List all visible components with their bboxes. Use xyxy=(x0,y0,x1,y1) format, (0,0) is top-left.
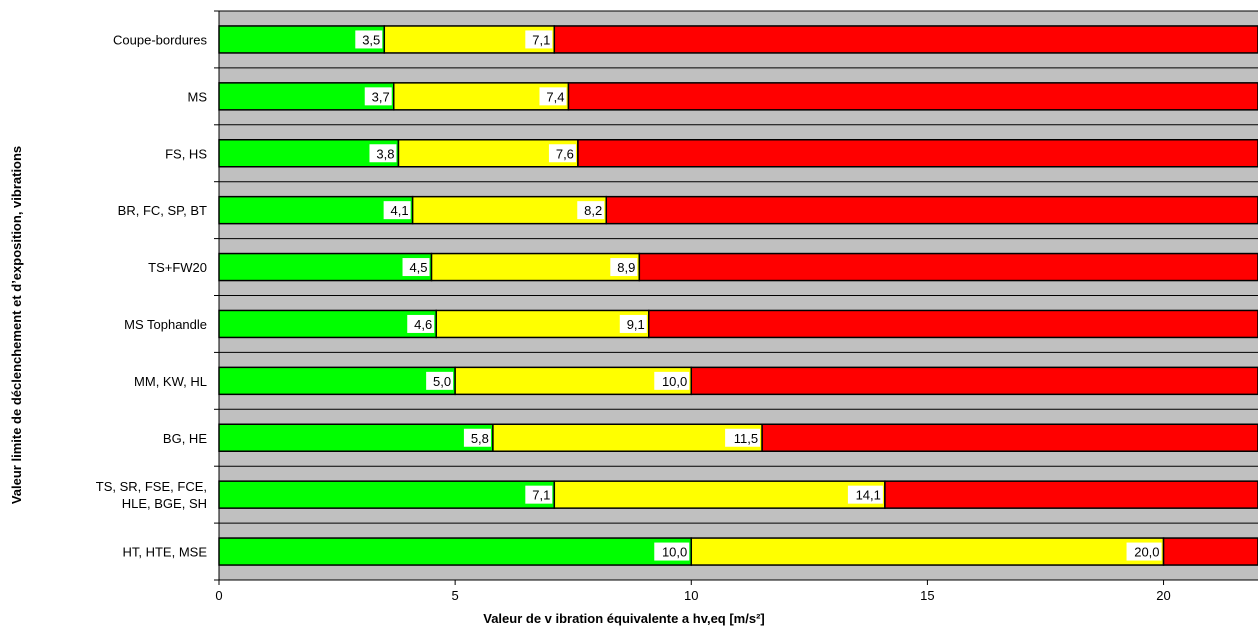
category-label: MS xyxy=(188,89,208,104)
data-label: 11,5 xyxy=(734,431,758,446)
data-label-background xyxy=(847,485,883,504)
data-label-background xyxy=(654,371,690,390)
bars xyxy=(218,25,1258,566)
data-label: 7,6 xyxy=(556,146,574,161)
category-label: MM, KW, HL xyxy=(134,374,207,389)
data-label-background xyxy=(364,87,392,106)
x-tick-label: 0 xyxy=(215,588,222,603)
bar-segment-red xyxy=(638,252,1258,282)
data-labels: 3,5 7,1 3,7 7,4 3,8 7,6 4,1 8,2 4,5 8,9 4,6 9,1 5,0 1… xyxy=(355,30,1162,561)
bar-segment-red xyxy=(1162,537,1258,566)
bar-segment-red xyxy=(577,139,1258,168)
data-label-background xyxy=(463,428,491,447)
category-label: Coupe-bordures xyxy=(113,32,207,47)
bar-segment-yellow xyxy=(392,82,570,111)
data-label: 7,1 xyxy=(532,488,550,503)
data-label-background xyxy=(539,87,567,106)
category-label: BG, HE xyxy=(163,431,207,446)
data-label-background xyxy=(654,542,690,561)
x-tick-label: 15 xyxy=(920,588,934,603)
bar-segment-yellow xyxy=(492,423,763,452)
data-label: 10,0 xyxy=(662,374,687,389)
bar-segment-green xyxy=(218,252,433,282)
bar-segment-yellow xyxy=(411,195,608,225)
data-label: 3,5 xyxy=(362,32,380,47)
data-label-background xyxy=(355,30,383,49)
x-tick-label: 5 xyxy=(452,588,459,603)
bar-segment-yellow xyxy=(454,366,693,396)
bar-segment-yellow xyxy=(690,537,1165,566)
x-axis-title: Valeur de v ibration équivalente a hv,eq… xyxy=(483,611,765,626)
data-label-background xyxy=(610,258,638,277)
category-label: TS, SR, FSE, FCE, xyxy=(96,479,207,494)
bar-segment-green xyxy=(218,309,437,339)
data-label-background xyxy=(402,258,430,277)
bar-segment-red xyxy=(690,366,1258,396)
bar-segment-green xyxy=(218,480,556,509)
data-label: 4,5 xyxy=(409,260,427,275)
data-label: 14,1 xyxy=(856,488,881,503)
category-label: FS, HS xyxy=(165,146,207,161)
category-label: HT, HTE, MSE xyxy=(122,545,207,560)
data-label: 9,1 xyxy=(627,317,645,332)
data-label-background xyxy=(619,314,647,333)
x-tick-label: 10 xyxy=(684,588,698,603)
data-label-background xyxy=(525,485,553,504)
data-label: 4,1 xyxy=(391,203,409,218)
bar-segment-yellow xyxy=(397,139,579,168)
data-label: 3,7 xyxy=(372,89,390,104)
data-label: 20,0 xyxy=(1134,545,1159,560)
bar-segment-yellow xyxy=(435,309,650,339)
category-label: TS+FW20 xyxy=(148,260,207,275)
data-label-background xyxy=(548,144,576,163)
y-axis-title: Valeur limite de déclenchement et d’expo… xyxy=(9,146,24,504)
data-label-background xyxy=(383,201,411,220)
bar-segment-red xyxy=(648,309,1258,339)
bar-segment-green xyxy=(218,195,414,225)
data-label-background xyxy=(725,428,761,447)
bar-segment-red xyxy=(605,195,1258,225)
bar-segment-red xyxy=(884,480,1258,509)
bar-segment-green xyxy=(218,366,456,396)
bar-segment-yellow xyxy=(430,252,641,282)
category-label: HLE, BGE, SH xyxy=(122,496,207,511)
bar-segment-red xyxy=(553,25,1258,54)
x-tick-label: 20 xyxy=(1156,588,1170,603)
data-label: 10,0 xyxy=(662,545,687,560)
category-label: BR, FC, SP, BT xyxy=(118,203,207,218)
data-label-background xyxy=(1126,542,1162,561)
data-label: 3,8 xyxy=(376,146,394,161)
data-label-background xyxy=(525,30,553,49)
data-label: 5,8 xyxy=(471,431,489,446)
bar-segment-green xyxy=(218,423,494,452)
data-label-background xyxy=(407,314,435,333)
data-label-background xyxy=(426,371,454,390)
data-label: 4,6 xyxy=(414,317,432,332)
bar-segment-yellow xyxy=(553,480,886,509)
data-label: 8,2 xyxy=(584,203,602,218)
axes: Coupe-bordures MS FS, HS BR, FC, SP, BT TS+F… xyxy=(96,10,1258,603)
data-label: 8,9 xyxy=(617,260,635,275)
category-label: MS Tophandle xyxy=(124,317,207,332)
bar-segment-red xyxy=(567,82,1258,111)
bar-segment-green xyxy=(218,537,693,566)
data-label: 7,1 xyxy=(532,32,550,47)
data-label-background xyxy=(577,201,605,220)
data-label: 7,4 xyxy=(546,89,564,104)
data-label: 5,0 xyxy=(433,374,451,389)
bar-segment-red xyxy=(761,423,1258,452)
data-label-background xyxy=(369,144,397,163)
